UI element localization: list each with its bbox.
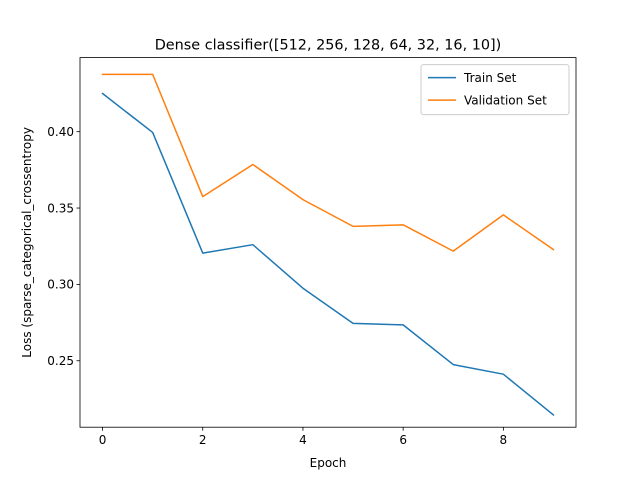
y-axis-label: Loss (sparse_categorical_crossentropy [20, 127, 34, 358]
y-tick-label: 0.40 [47, 125, 74, 139]
y-tick-label: 0.30 [47, 278, 74, 292]
chart-title: Dense classifier([512, 256, 128, 64, 32,… [155, 38, 502, 54]
x-tick-label: 6 [399, 433, 407, 447]
y-tick-label: 0.25 [47, 354, 74, 368]
x-tick-label: 2 [199, 433, 207, 447]
legend-label: Validation Set [464, 93, 547, 107]
axes-frame [79, 57, 577, 428]
y-tick-label: 0.35 [47, 201, 74, 215]
x-axis-label: Epoch [310, 456, 347, 470]
x-tick-label: 0 [99, 433, 107, 447]
series-line-train [101, 92, 555, 417]
legend-box [420, 64, 570, 116]
y-axis: 0.25 0.30 0.35 0.40 [47, 125, 80, 368]
x-axis: 0 2 4 6 8 [99, 427, 507, 447]
legend: Train Set Validation Set [420, 64, 570, 116]
x-tick-label: 4 [299, 433, 307, 447]
legend-label: Train Set [463, 71, 517, 85]
series-line-validation [101, 73, 555, 252]
series-lines [101, 73, 555, 417]
x-tick-label: 8 [500, 433, 508, 447]
